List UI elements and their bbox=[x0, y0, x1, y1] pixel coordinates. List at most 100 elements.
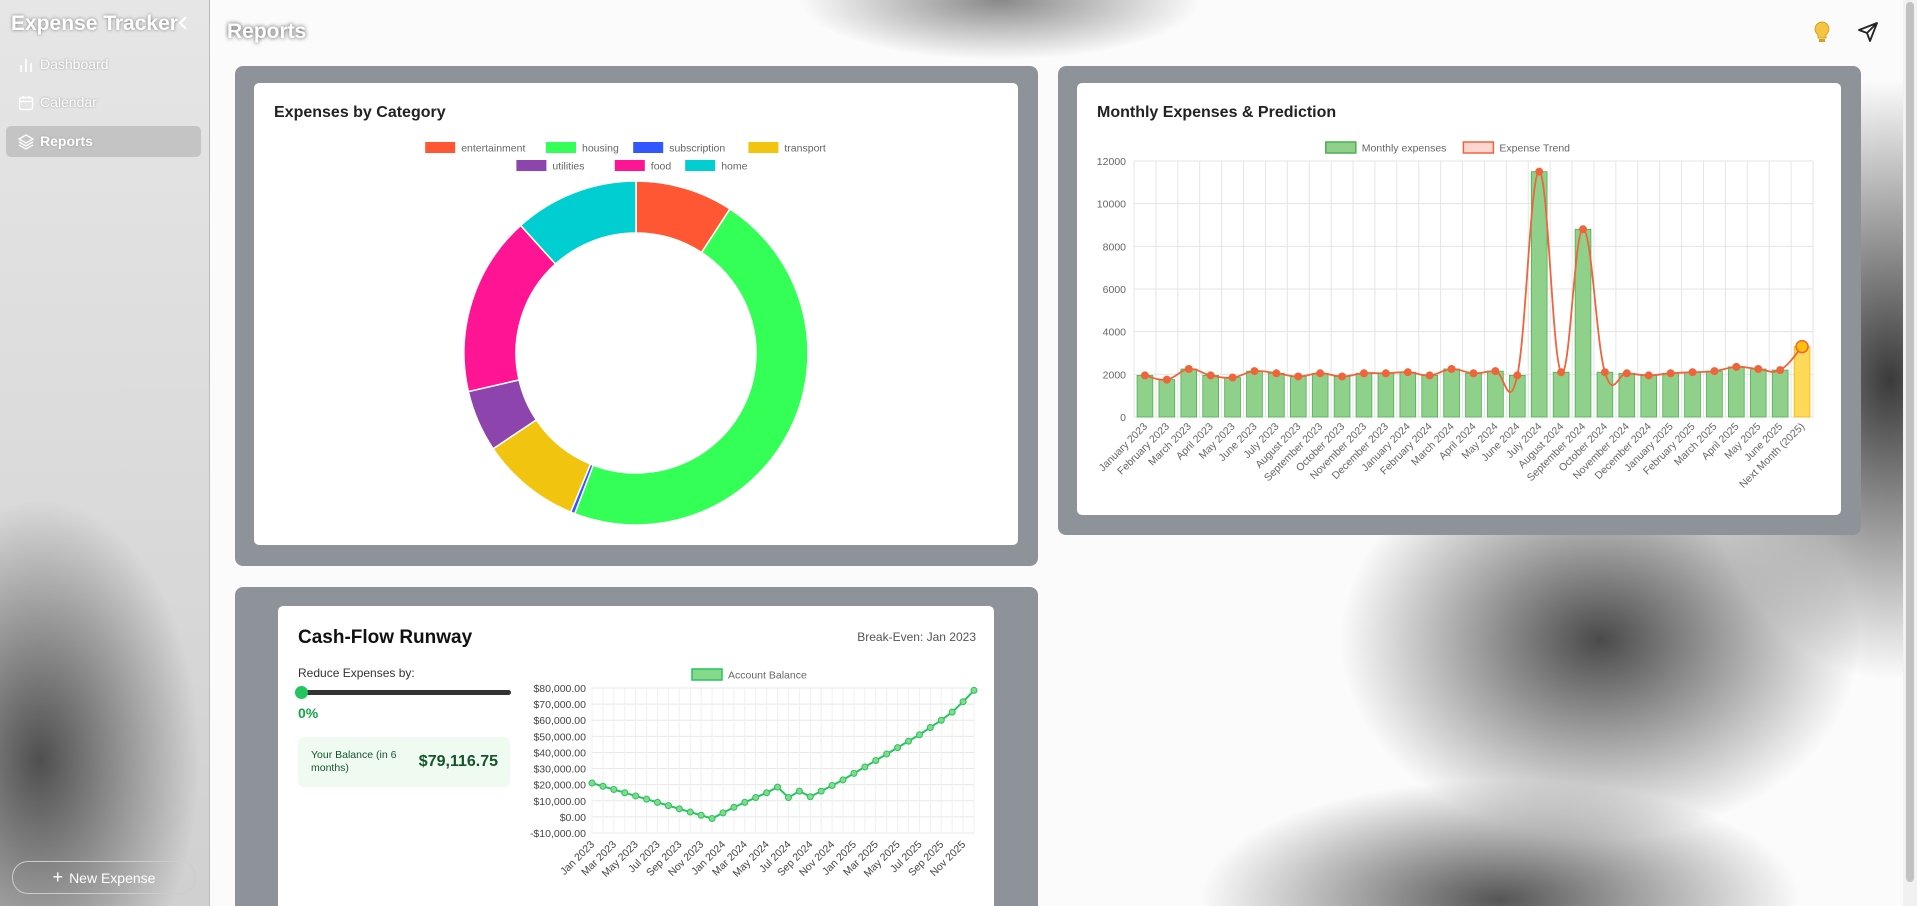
slider-knob[interactable] bbox=[295, 686, 308, 699]
trend-point bbox=[1776, 366, 1785, 375]
slider-track[interactable] bbox=[295, 686, 511, 699]
trend-point bbox=[1535, 167, 1544, 176]
trend-point bbox=[1338, 372, 1347, 381]
y-tick-label: 6000 bbox=[1103, 284, 1127, 296]
collapse-icon[interactable] bbox=[176, 15, 190, 31]
trend-point bbox=[1491, 367, 1500, 376]
balance-point bbox=[719, 809, 727, 817]
nav-label: Calendar bbox=[40, 94, 97, 110]
y-tick-label: 4000 bbox=[1103, 327, 1127, 339]
card-body: Monthly Expenses & Prediction Monthly exp… bbox=[1077, 83, 1841, 515]
y-tick-label: $10,000.00 bbox=[533, 796, 586, 808]
donut-slice bbox=[519, 180, 637, 266]
slider-label: Reduce Expenses by: bbox=[298, 666, 415, 680]
bar bbox=[1640, 374, 1658, 418]
chart-title: Cash-Flow Runway bbox=[298, 627, 473, 648]
balance-point bbox=[774, 783, 782, 791]
icon bbox=[18, 134, 34, 150]
trend-point bbox=[1162, 375, 1171, 384]
bar bbox=[1224, 377, 1241, 418]
balance-point bbox=[795, 787, 803, 795]
chart: Cash-Flow Runway Account Balance -$10,000.… bbox=[298, 627, 978, 880]
legend-label: Expense Trend bbox=[1499, 143, 1570, 155]
y-tick-label: $40,000.00 bbox=[533, 747, 586, 759]
bar bbox=[1377, 372, 1395, 418]
nav-item[interactable]: Calendar bbox=[6, 87, 201, 118]
balance-point bbox=[632, 792, 640, 800]
legend-swatch bbox=[1462, 141, 1495, 154]
donut-slice bbox=[573, 207, 809, 526]
balance-point bbox=[697, 811, 705, 819]
donut-slice bbox=[463, 224, 557, 393]
button-label: New Expense bbox=[69, 870, 156, 886]
send-icon[interactable] bbox=[1857, 21, 1879, 43]
balance-point bbox=[872, 757, 880, 764]
bar bbox=[1552, 371, 1570, 418]
page-title: Reports bbox=[227, 20, 307, 43]
trend-point bbox=[1184, 365, 1193, 373]
bar bbox=[1793, 346, 1811, 418]
chart: Expenses by Category entertainment housing… bbox=[274, 104, 826, 526]
balance-point bbox=[894, 744, 902, 752]
bar bbox=[1684, 371, 1701, 418]
nav-label: Dashboard bbox=[40, 56, 109, 72]
legend-swatch bbox=[1325, 141, 1357, 154]
y-tick-label: $30,000.00 bbox=[533, 764, 586, 776]
card: Expenses by Category entertainment housing… bbox=[235, 66, 1038, 566]
icon bbox=[18, 96, 34, 111]
balance-point bbox=[828, 781, 836, 789]
slider-value: 0% bbox=[298, 705, 319, 721]
nav-item[interactable]: Dashboard bbox=[6, 49, 201, 80]
legend-swatch bbox=[425, 142, 456, 153]
trend-point bbox=[1732, 362, 1741, 371]
y-tick-label: 0 bbox=[1120, 412, 1126, 424]
bar bbox=[1289, 376, 1307, 418]
bar bbox=[1465, 372, 1482, 418]
balance-point bbox=[948, 708, 956, 716]
card-body: Cash-Flow Runway Account Balance -$10,000.… bbox=[278, 606, 994, 906]
legend-label: housing bbox=[582, 143, 619, 155]
balance-point bbox=[730, 803, 738, 811]
new-expense-button[interactable]: + New Expense bbox=[12, 861, 196, 894]
bar bbox=[1136, 374, 1154, 418]
icon bbox=[20, 59, 32, 72]
balance-point bbox=[708, 815, 716, 822]
balance-point bbox=[643, 795, 651, 803]
bar bbox=[1202, 374, 1219, 418]
trend-point bbox=[1754, 365, 1763, 373]
legend-swatch bbox=[546, 142, 576, 153]
bar bbox=[1158, 379, 1176, 418]
balance-point bbox=[664, 802, 672, 810]
balance-point bbox=[675, 805, 683, 813]
y-tick-label: -$10,000.00 bbox=[530, 828, 586, 840]
legend-label: transport bbox=[784, 143, 826, 155]
balance-point bbox=[850, 769, 858, 777]
bar bbox=[1749, 368, 1767, 418]
trend-point bbox=[1447, 365, 1456, 373]
balance-value: $79,116.75 bbox=[418, 753, 498, 770]
legend-label: entertainment bbox=[461, 143, 525, 155]
trend-point bbox=[1381, 369, 1390, 378]
card: Cash-Flow Runway Account Balance -$10,000.… bbox=[235, 587, 1038, 906]
y-tick-label: 12000 bbox=[1097, 156, 1126, 168]
y-tick-label: $50,000.00 bbox=[533, 731, 586, 743]
scroll-thumb[interactable] bbox=[1906, 2, 1914, 882]
balance-point bbox=[763, 789, 771, 797]
bar bbox=[1618, 372, 1636, 418]
balance-point bbox=[621, 789, 629, 797]
bar bbox=[1530, 171, 1548, 418]
tips-icon[interactable] bbox=[1812, 20, 1832, 46]
balance-point bbox=[806, 793, 814, 801]
balance-point bbox=[588, 779, 596, 787]
bar bbox=[1333, 376, 1351, 418]
legend-label: home bbox=[721, 161, 747, 173]
balance-box: Your Balance (in 6 months) $79,116.75 bbox=[298, 737, 510, 787]
nav-item[interactable]: Reports bbox=[6, 126, 201, 157]
scrollbar[interactable] bbox=[1903, 0, 1917, 906]
legend-label: Account Balance bbox=[728, 670, 807, 682]
trend-point bbox=[1557, 368, 1566, 377]
y-tick-label: $80,000.00 bbox=[533, 683, 586, 695]
balance-point bbox=[926, 723, 934, 731]
balance-point bbox=[905, 737, 913, 745]
trend-point bbox=[1644, 371, 1653, 380]
